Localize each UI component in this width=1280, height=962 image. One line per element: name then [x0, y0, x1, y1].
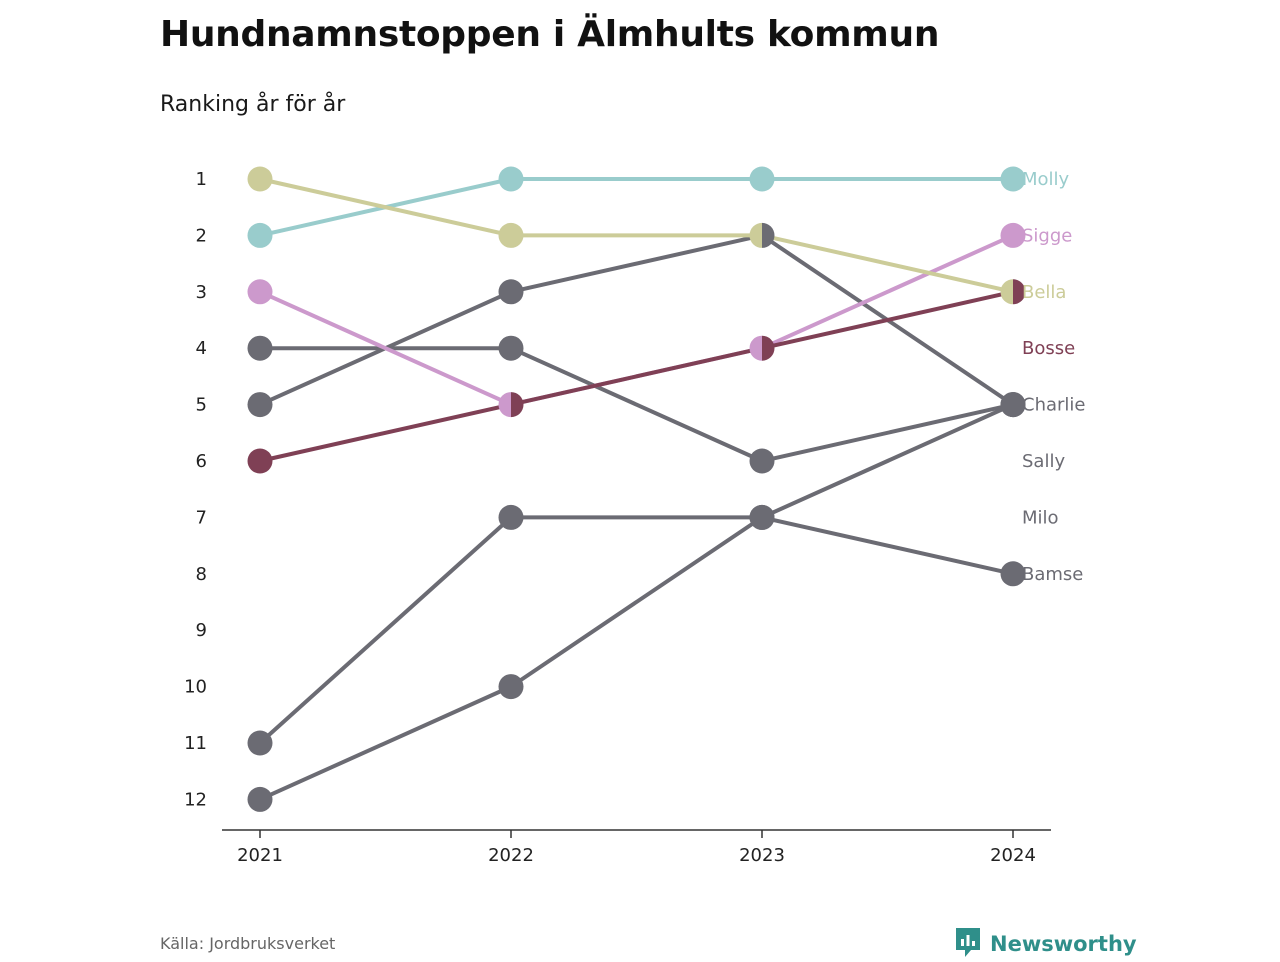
point-sigge-2024	[1000, 222, 1026, 248]
series-points	[247, 166, 1026, 812]
bar-chart-speech-bubble-icon	[954, 926, 982, 962]
y-tick-label: 2	[196, 225, 207, 246]
y-tick-label: 10	[184, 677, 207, 698]
point-shared-left-2023	[749, 335, 762, 361]
y-tick-label: 12	[184, 789, 207, 810]
y-tick-label: 3	[196, 282, 207, 303]
point-molly-2021	[247, 222, 273, 248]
x-tick-label: 2023	[739, 845, 785, 866]
point-bamse-2024	[1000, 561, 1026, 587]
point-shared-right-2024	[1013, 279, 1026, 305]
point-sally-2023	[749, 448, 775, 474]
point-shared-left-2022	[498, 392, 511, 418]
series-line-bosse	[258, 289, 1015, 463]
x-tick-label: 2021	[237, 845, 283, 866]
y-tick-label: 8	[196, 564, 207, 585]
y-tick-label: 1	[196, 169, 207, 190]
series-labels: Molly Sigge Bella Bosse Charlie Sally Milo Bams…	[1022, 169, 1085, 585]
series-lines	[258, 177, 1015, 802]
y-tick-label: 7	[196, 507, 207, 528]
series-label-molly: Molly	[1022, 169, 1070, 190]
brand-name: Newsworthy	[990, 932, 1137, 956]
point-sigge-2021	[247, 279, 273, 305]
x-tick-label: 2024	[990, 845, 1036, 866]
point-shared-right-2023	[762, 222, 775, 248]
point-bella-2021	[247, 166, 273, 192]
point-sally-2022	[498, 335, 524, 361]
point-shared-right-2022	[511, 392, 524, 418]
point-shared-left-2024	[1000, 279, 1013, 305]
series-label-charlie: Charlie	[1022, 395, 1085, 416]
series-label-sigge: Sigge	[1022, 225, 1072, 246]
series-line-molly	[258, 177, 1015, 238]
series-line-charlie	[258, 233, 1015, 407]
series-line-sally	[258, 346, 1015, 463]
point-molly-2023	[749, 166, 775, 192]
x-tick-label: 2022	[488, 845, 534, 866]
series-line-bella	[258, 177, 1015, 294]
series-label-milo: Milo	[1022, 507, 1059, 528]
point-shared-right-2023	[762, 335, 775, 361]
point-molly-2024	[1000, 166, 1026, 192]
y-tick-label: 11	[184, 733, 207, 754]
series-label-sally: Sally	[1022, 451, 1065, 472]
brand-logo[interactable]: Newsworthy	[954, 926, 1137, 962]
point-bella-2022	[498, 222, 524, 248]
series-label-bella: Bella	[1022, 282, 1066, 303]
point-bamse-2023	[749, 504, 775, 530]
point-molly-2022	[498, 166, 524, 192]
point-milo-2021	[247, 786, 273, 812]
y-tick-label: 4	[196, 338, 207, 359]
chart-subtitle: Ranking år för år	[160, 92, 346, 117]
point-bosse-2021	[247, 448, 273, 474]
series-line-milo	[258, 402, 1015, 802]
point-milo-2024	[1000, 392, 1026, 418]
series-label-bamse: Bamse	[1022, 564, 1083, 585]
point-shared-left-2023	[749, 222, 762, 248]
point-charlie-2021	[247, 392, 273, 418]
x-axis: 2021 2022 2023 2024	[222, 829, 1051, 866]
series-label-bosse: Bosse	[1022, 338, 1075, 359]
point-bamse-2022	[498, 504, 524, 530]
source-note: Källa: Jordbruksverket	[160, 934, 336, 953]
point-charlie-2022	[498, 279, 524, 305]
point-bamse-2021	[247, 730, 273, 756]
point-sally-2021	[247, 335, 273, 361]
series-line-sigge	[258, 233, 1015, 407]
point-milo-2022	[498, 674, 524, 700]
y-tick-label: 9	[196, 620, 207, 641]
series-line-bamse	[258, 515, 1015, 745]
chart-title: Hundnamnstoppen i Älmhults kommun	[160, 14, 940, 55]
y-tick-label: 6	[196, 451, 207, 472]
y-tick-label: 5	[196, 395, 207, 416]
